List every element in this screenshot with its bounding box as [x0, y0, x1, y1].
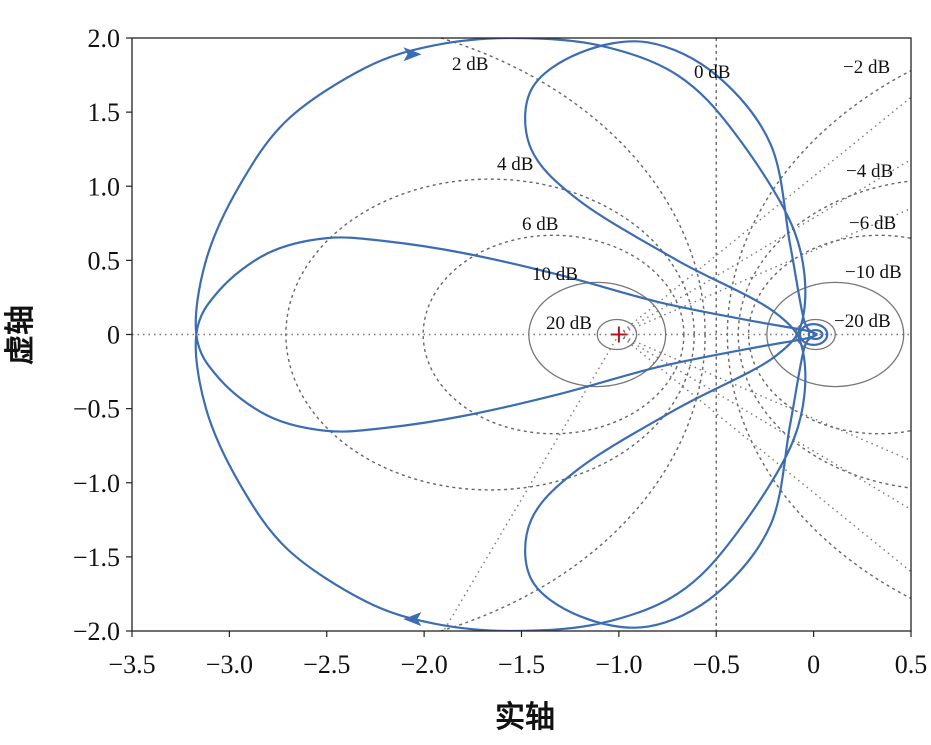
nyquist-curve	[194, 38, 818, 631]
y-tick-label: −1.0	[73, 469, 120, 498]
phase-ref-line	[618, 158, 911, 336]
contour-label: −6 dB	[849, 213, 896, 234]
contour-label: 6 dB	[522, 214, 558, 235]
chart-marks	[403, 47, 829, 627]
phase-ref-line	[618, 96, 911, 336]
y-tick-label: 0	[107, 321, 120, 350]
y-tick-label: 1.5	[88, 98, 121, 127]
contour-label: −10 dB	[845, 262, 902, 283]
contour-label: −20 dB	[834, 311, 891, 332]
y-tick-label: −2.0	[73, 617, 120, 646]
contour-label: 10 dB	[532, 264, 578, 285]
contour-label: 0 dB	[694, 62, 730, 83]
phase-ref-line	[442, 334, 620, 631]
contour-label: 4 dB	[497, 154, 533, 175]
contour-6db	[422, 234, 685, 435]
x-tick-label: −0.5	[693, 650, 740, 679]
y-tick-label: 1.0	[88, 172, 121, 201]
origin-loop-inner	[807, 328, 824, 341]
phase-ref-line	[618, 333, 911, 462]
x-tick-label: 0.5	[895, 650, 928, 679]
contour-neg2db	[726, 69, 911, 600]
reference-lines	[132, 96, 911, 631]
x-tick-labels: −3.5 −3.0 −2.5 −2.0 −1.5 −1.0 −0.5 0 0.5	[108, 631, 927, 679]
m-circle-contours	[132, 38, 911, 631]
x-tick-label: −2.0	[401, 650, 448, 679]
direction-arrow-left	[403, 612, 422, 627]
y-axis-title: 虚轴	[3, 305, 38, 365]
x-axis-title: 实轴	[495, 700, 555, 735]
x-tick-label: −3.0	[206, 650, 253, 679]
nyquist-curve-group	[194, 38, 818, 631]
contour-neg10db	[766, 281, 905, 388]
y-tick-labels: 2.0 1.5 1.0 0.5 0 −0.5 −1.0 −1.5 −2.0	[73, 24, 132, 646]
x-tick-label: −2.5	[303, 650, 350, 679]
origin-loop-outer	[798, 323, 829, 346]
y-tick-label: −1.5	[73, 543, 120, 572]
contour-20db	[596, 318, 638, 351]
x-tick-label: −1.0	[595, 650, 642, 679]
phase-ref-line	[618, 333, 911, 573]
x-tick-label: 0	[807, 650, 820, 679]
y-tick-label: 0.5	[88, 246, 121, 275]
contour-label: −4 dB	[846, 161, 893, 182]
y-tick-label: −0.5	[73, 395, 120, 424]
phase-ref-line	[618, 207, 911, 336]
phase-ref-line	[618, 333, 911, 511]
contour-label: 20 dB	[546, 313, 592, 334]
y-tick-label: 2.0	[88, 24, 121, 53]
contour-label: 2 dB	[452, 54, 488, 75]
direction-arrow-right	[403, 47, 422, 62]
x-tick-label: −3.5	[108, 650, 155, 679]
x-tick-label: −1.5	[498, 650, 545, 679]
contour-label: −2 dB	[843, 57, 890, 78]
contour-labels: 20 dB 10 dB 6 dB 4 dB 2 dB 0 dB −2 dB −4 dB −6 d…	[452, 54, 902, 334]
